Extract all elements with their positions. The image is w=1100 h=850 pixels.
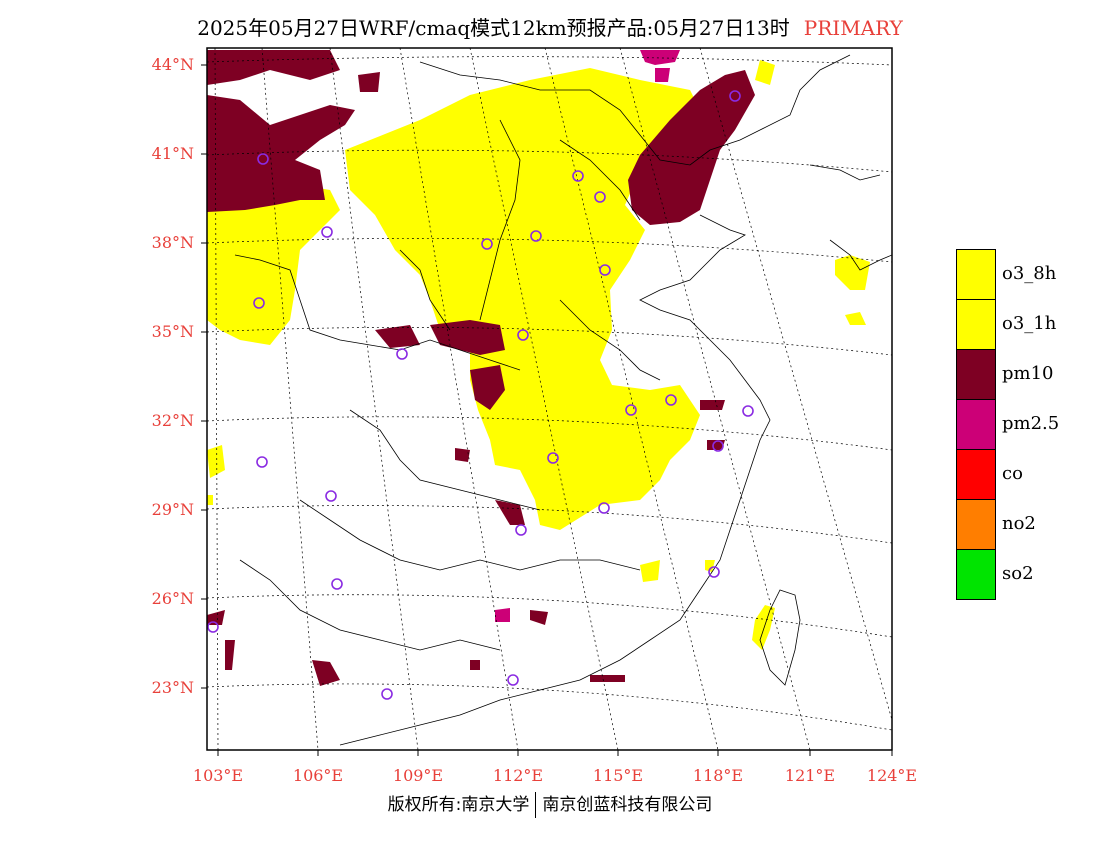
lon-label-118: 118°E <box>692 766 744 785</box>
legend-label: o3_8h <box>1002 263 1057 284</box>
lat-label-38: 38°N <box>151 233 194 252</box>
lon-label-124: 124°E <box>866 766 918 785</box>
graticule <box>207 48 892 750</box>
lat-label-26: 26°N <box>151 589 194 608</box>
circle-icon <box>515 524 527 536</box>
circle-icon <box>599 264 611 276</box>
copyright-left: 版权所有:南京大学 <box>387 795 530 815</box>
legend-label: o3_1h <box>1002 313 1057 334</box>
circle-icon <box>530 230 542 242</box>
legend-swatch <box>956 549 996 600</box>
copyright-divider <box>535 792 537 818</box>
lon-label-109: 109°E <box>392 766 444 785</box>
legend-label: so2 <box>1002 563 1034 584</box>
circle-icon <box>742 405 754 417</box>
lat-label-44: 44°N <box>151 55 194 74</box>
circle-icon <box>594 191 606 203</box>
legend-swatch <box>956 449 996 500</box>
circle-icon <box>325 490 337 502</box>
circle-icon <box>572 170 584 182</box>
tick-marks <box>201 64 893 756</box>
circle-icon <box>321 226 333 238</box>
lon-label-112: 112°E <box>492 766 544 785</box>
circle-icon <box>257 153 269 165</box>
circle-icon <box>547 452 559 464</box>
lon-label-115: 115°E <box>592 766 644 785</box>
circle-icon <box>253 297 265 309</box>
legend-swatch <box>956 349 996 400</box>
primary-tag: PRIMARY <box>803 16 903 40</box>
legend-label: pm2.5 <box>1002 413 1060 434</box>
legend-label: pm10 <box>1002 363 1054 384</box>
circle-icon <box>396 348 408 360</box>
lon-label-106: 106°E <box>292 766 344 785</box>
circle-icon <box>665 394 677 406</box>
circle-icon <box>331 578 343 590</box>
circle-icon <box>517 329 529 341</box>
copyright-right: 南京创蓝科技有限公司 <box>542 795 713 815</box>
map-frame <box>206 47 893 751</box>
pm25-region <box>495 50 680 622</box>
legend-swatch <box>956 499 996 550</box>
legend-swatch <box>956 249 996 300</box>
circle-icon <box>729 90 741 102</box>
map-title: 2025年05月27日WRF/cmaq模式12km预报产品:05月27日13时 P… <box>0 12 1100 41</box>
circle-icon <box>207 621 219 633</box>
lon-label-121: 121°E <box>784 766 836 785</box>
o3-region <box>207 60 870 650</box>
legend-label: co <box>1002 463 1023 484</box>
lat-label-23: 23°N <box>151 678 194 697</box>
circle-icon <box>712 440 724 452</box>
lat-label-32: 32°N <box>151 411 194 430</box>
circle-icon <box>625 404 637 416</box>
legend-label: no2 <box>1002 513 1036 534</box>
circle-icon <box>381 688 393 700</box>
circle-icon <box>598 502 610 514</box>
lat-label-35: 35°N <box>151 322 194 341</box>
boundary-lines <box>234 54 892 746</box>
title-text: 2025年05月27日WRF/cmaq模式12km预报产品:05月27日13时 <box>197 16 790 40</box>
lat-label-41: 41°N <box>151 144 194 163</box>
station-markers <box>207 90 754 700</box>
circle-icon <box>256 456 268 468</box>
copyright-footer: 版权所有:南京大学 南京创蓝科技有限公司 <box>0 790 1100 818</box>
lat-label-29: 29°N <box>151 500 194 519</box>
circle-icon <box>708 566 720 578</box>
lon-label-103: 103°E <box>192 766 244 785</box>
legend-swatch <box>956 299 996 350</box>
legend-swatch <box>956 399 996 450</box>
circle-icon <box>507 674 519 686</box>
circle-icon <box>481 238 493 250</box>
